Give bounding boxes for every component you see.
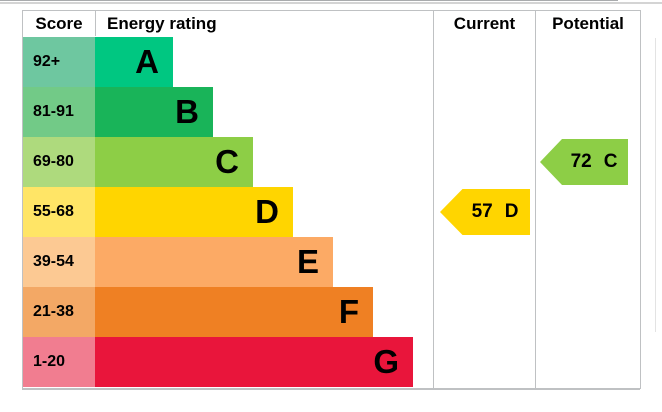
band-bar-letter: D [95, 187, 293, 237]
potential-rating-score: 72 [570, 151, 592, 172]
band-bar-letter: A [95, 37, 173, 87]
band-bar-letter: G [95, 337, 413, 387]
header-underline [0, 0, 618, 1]
band-bar-letter: C [95, 137, 253, 187]
column-header-score: Score [35, 14, 83, 33]
band-row-g: 1-20 G [23, 337, 423, 387]
current-rating-arrow: 57 D [440, 189, 530, 235]
outer-top-border [0, 2, 662, 4]
band-bar-letter: E [95, 237, 333, 287]
band-row-d: 55-68 D [23, 187, 423, 237]
potential-column-divider [535, 10, 536, 389]
band-score-range: 39-54 [23, 237, 95, 287]
column-header-energy-rating: Energy rating [107, 14, 217, 33]
band-score-range: 69-80 [23, 137, 95, 187]
band-score-range: 55-68 [23, 187, 95, 237]
table-top-border [22, 10, 640, 11]
band-row-c: 69-80 C [23, 137, 423, 187]
current-column-divider [433, 10, 434, 389]
band-row-e: 39-54 E [23, 237, 423, 287]
band-score-range: 81-91 [23, 87, 95, 137]
outer-right-border [655, 38, 656, 332]
table-bottom-border [22, 388, 640, 390]
potential-rating-arrow: 72 C [540, 139, 628, 185]
score-column-divider [95, 10, 96, 36]
band-row-b: 81-91 B [23, 87, 423, 137]
band-score-range: 92+ [23, 37, 95, 87]
band-row-f: 21-38 F [23, 287, 423, 337]
table-right-border [640, 10, 641, 389]
potential-rating-letter: C [603, 151, 618, 172]
band-row-a: 92+ A [23, 37, 423, 87]
band-score-range: 1-20 [23, 337, 95, 387]
current-rating-letter: D [504, 201, 519, 222]
band-score-range: 21-38 [23, 287, 95, 337]
column-header-potential: Potential [552, 14, 624, 33]
band-bar-letter: B [95, 87, 213, 137]
table-left-border [22, 10, 23, 389]
column-header-current: Current [453, 14, 516, 33]
current-rating-score: 57 [471, 201, 493, 222]
band-bar-letter: F [95, 287, 373, 337]
